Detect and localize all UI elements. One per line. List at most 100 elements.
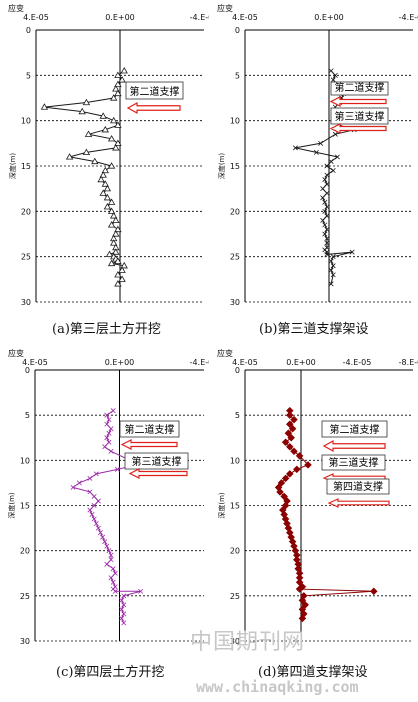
data-point-18 — [324, 163, 330, 169]
data-point-50 — [114, 280, 122, 287]
data-point-12 — [114, 121, 122, 128]
data-point-27 — [324, 204, 330, 210]
data-point-8 — [285, 442, 294, 451]
x-tick-label-0: 4.E-05 — [23, 13, 49, 22]
annotation-arrow-0 — [329, 96, 387, 107]
data-point-24 — [97, 175, 105, 183]
annotation-box-0 — [125, 81, 184, 100]
annotation-label-0: 第二道支撑 — [130, 85, 180, 98]
data-point-23 — [91, 516, 97, 522]
data-point-31 — [108, 552, 114, 558]
data-point-26 — [103, 184, 112, 192]
chart-top-label: 应变 — [8, 3, 24, 13]
data-point-43 — [330, 263, 336, 269]
chart-d-svg: 应变0 5 10 15 20 25 30 4.E-05 0.E+00 -4.E-05 -8.E-05… — [217, 348, 418, 646]
data-point-14 — [84, 130, 93, 137]
data-point-31 — [107, 207, 116, 214]
annotation-label-0: 第二道支撑 — [335, 81, 385, 94]
data-point-17 — [328, 158, 334, 164]
data-point-23 — [99, 171, 107, 178]
data-point-1 — [332, 72, 338, 78]
data-point-13 — [101, 125, 109, 133]
y-tick-label-10: 10 — [21, 117, 31, 126]
annotation-box-1 — [321, 454, 386, 471]
data-point-13 — [318, 140, 324, 146]
x-tick-label-2: -4.E-05 — [190, 13, 209, 22]
y-tick-label-10: 10 — [230, 117, 240, 126]
data-point-2 — [290, 415, 298, 424]
data-point-28 — [103, 193, 112, 201]
y-tick-label-5: 5 — [26, 71, 31, 80]
annotation-arrow-1 — [329, 123, 387, 134]
data-point-30 — [320, 217, 326, 223]
data-point-6 — [104, 435, 110, 441]
data-point-20 — [324, 172, 330, 178]
x-tick-label-2: -4.E-05 — [399, 13, 418, 22]
data-point-26 — [98, 530, 103, 536]
watermark-cn: 中国期刊网 — [190, 630, 306, 655]
annotation-arrow-0 — [120, 439, 178, 450]
data-point-4 — [112, 85, 120, 92]
data-point-7 — [281, 438, 290, 447]
data-point-35 — [112, 570, 118, 576]
data-point-48 — [121, 620, 127, 626]
data-point-32 — [324, 226, 330, 232]
data-point-30 — [106, 548, 112, 554]
annotation-label-1: 第三道支撑 — [132, 455, 182, 468]
x-tick-label-3: -8.E-05 — [399, 358, 418, 367]
data-point-15 — [313, 149, 319, 155]
data-point-12 — [114, 466, 120, 472]
data-point-21 — [87, 507, 93, 513]
data-point-29 — [324, 213, 330, 219]
y-tick-label-15: 15 — [230, 162, 240, 171]
data-point-44 — [328, 267, 334, 273]
data-point-36 — [108, 575, 114, 581]
data-point-36 — [112, 230, 120, 237]
caption-b: (b)第三道支撑架设 — [259, 322, 369, 337]
annotation-box-1 — [124, 452, 189, 470]
y-axis-label: 深度(m) — [217, 153, 226, 180]
data-point-1 — [104, 412, 110, 418]
data-point-45 — [330, 272, 336, 278]
data-point-28 — [322, 208, 328, 214]
data-point-22 — [101, 166, 109, 174]
annotation-arrow-2 — [327, 498, 390, 508]
data-point-2 — [118, 76, 126, 83]
data-point-14 — [87, 475, 93, 481]
y-axis-label: 深度(m) — [7, 492, 16, 519]
data-point-1 — [114, 71, 122, 78]
x-tick-label-0: 4.E-05 — [232, 13, 258, 22]
data-point-23 — [320, 186, 326, 192]
y-tick-label-25: 25 — [230, 253, 240, 262]
data-point-33 — [322, 231, 328, 237]
data-point-27 — [99, 189, 107, 196]
caption-a: (a)第三层土方开挖 — [52, 322, 161, 337]
chart-top-label: 应变 — [8, 348, 24, 358]
annotation-box-0 — [119, 420, 180, 438]
y-tick-label-25: 25 — [21, 253, 31, 262]
y-tick-label-10: 10 — [20, 456, 30, 465]
x-tick-label-0: 4.E-05 — [232, 358, 258, 367]
data-point-5 — [106, 430, 112, 436]
data-point-3 — [114, 80, 122, 87]
data-point-15 — [107, 134, 116, 142]
data-point-20 — [91, 503, 97, 508]
data-point-32 — [110, 212, 118, 219]
data-point-11 — [304, 460, 312, 469]
annotation-arrow-0 — [322, 439, 386, 453]
annotation-arrow-1 — [128, 468, 188, 479]
data-point-5 — [114, 89, 122, 97]
chart-panel-a: 应变 0 5 10 15 20 25 30 4.E-05 0.E+00 -4.E-05 深度(m) 第二… — [0, 0, 218, 345]
data-point-14 — [281, 474, 290, 483]
data-point-8 — [40, 103, 49, 110]
chart-panel-b: 应变 0 5 10 15 20 25 30 4.E-05 0.E+00 -4.E-05 深度(m) 第二… — [209, 0, 418, 345]
data-point-8 — [102, 444, 108, 450]
annotation-label-1: 第三道支撑 — [335, 110, 385, 123]
data-point-25 — [95, 525, 101, 531]
x-tick-label-1: 0.E+00 — [105, 358, 135, 367]
data-point-7 — [106, 439, 112, 445]
data-point-46 — [298, 614, 307, 623]
data-point-6 — [110, 94, 118, 101]
annotation-label-0: 第二道支撑 — [330, 423, 380, 436]
data-point-16 — [70, 484, 76, 490]
